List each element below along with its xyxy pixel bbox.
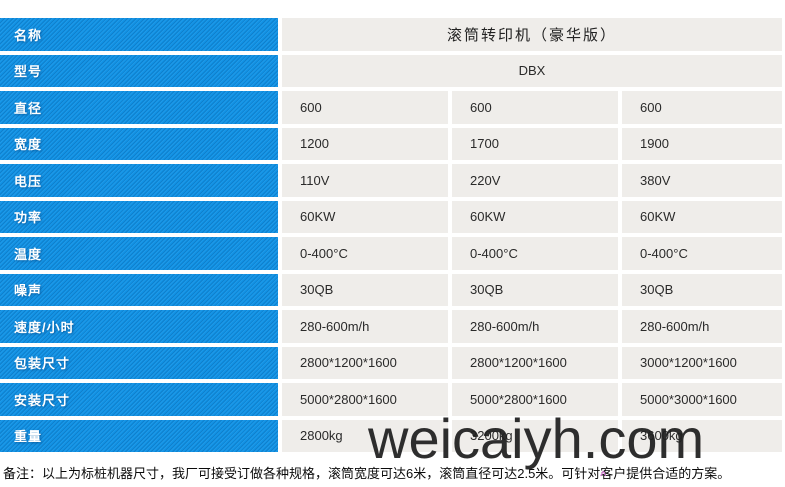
spec-value: 2800*1200*1600 [282,346,448,379]
row-label: 速度/小时 [0,310,278,343]
spec-value: 2800*1200*1600 [452,346,618,379]
spec-value: 0-400°C [622,237,782,270]
row-label: 温度 [0,237,278,270]
spec-value: 60KW [282,200,448,233]
spec-value: 1200 [282,127,448,160]
row-label: 噪声 [0,273,278,306]
model-value: DBX [282,54,782,87]
spec-value: 1700 [452,127,618,160]
row-label: 功率 [0,200,278,233]
spec-value: 3000*1200*1600 [622,346,782,379]
row-label: 直径 [0,91,278,124]
spec-value: 5000*2800*1600 [452,383,618,416]
row-label: 宽度 [0,127,278,160]
spec-value: 0-400°C [282,237,448,270]
spec-value: 60KW [622,200,782,233]
spec-value: 3600kg [622,419,782,452]
spec-value: 30QB [282,273,448,306]
spec-value: 3200kg [452,419,618,452]
text-caret-artifact: ^ [600,470,607,482]
spec-value: 5000*3000*1600 [622,383,782,416]
spec-value: 600 [622,91,782,124]
row-label: 安装尺寸 [0,383,278,416]
product-title: 滚筒转印机（豪华版） [282,18,782,51]
spec-value: 5000*2800*1600 [282,383,448,416]
spec-value: 280-600m/h [282,310,448,343]
spec-value: 600 [282,91,448,124]
spec-table: 名称 滚筒转印机（豪华版） 型号 DBX 直径 600 600 600 宽度 1200 1700 19… [0,18,782,452]
row-label: 包装尺寸 [0,346,278,379]
spec-value: 280-600m/h [622,310,782,343]
spec-value: 280-600m/h [452,310,618,343]
remark-note: 备注：以上为标桩机器尺寸，我厂可接受订做各种规格，滚筒宽度可达6米，滚筒直径可达… [3,466,731,481]
spec-value: 220V [452,164,618,197]
row-label: 型号 [0,54,278,87]
spec-value: 30QB [452,273,618,306]
spec-value: 600 [452,91,618,124]
spec-value: 30QB [622,273,782,306]
spec-value: 0-400°C [452,237,618,270]
spec-value: 1900 [622,127,782,160]
row-label: 电压 [0,164,278,197]
spec-value: 380V [622,164,782,197]
row-label: 名称 [0,18,278,51]
spec-value: 110V [282,164,448,197]
spec-value: 60KW [452,200,618,233]
row-label: 重量 [0,419,278,452]
spec-value: 2800kg [282,419,448,452]
